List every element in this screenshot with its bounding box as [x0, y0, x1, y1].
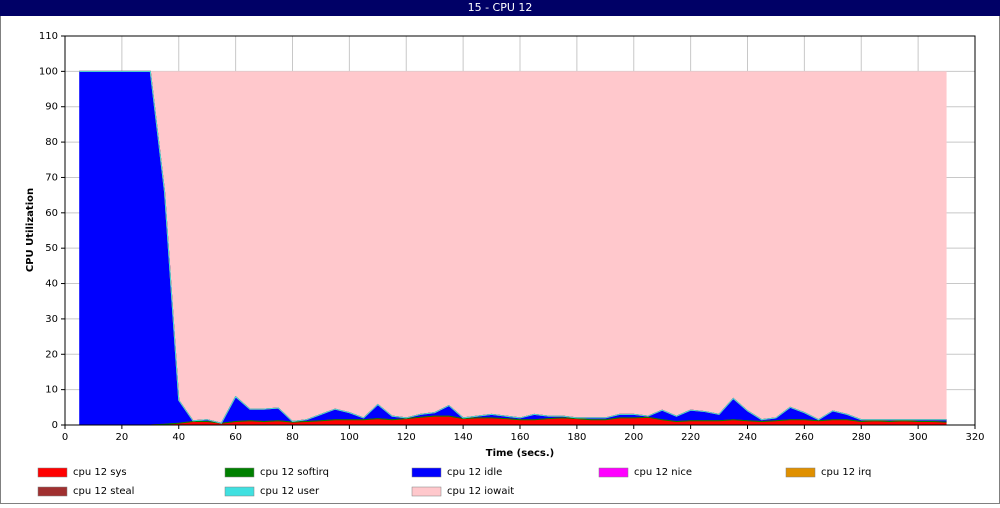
y-tick-label: 10: [45, 385, 58, 396]
legend-label: cpu 12 idle: [447, 467, 502, 478]
chart-title: 15 - CPU 12: [468, 1, 533, 14]
y-tick-label: 110: [39, 31, 58, 42]
x-tick-label: 260: [795, 432, 814, 443]
legend-swatch: [411, 467, 442, 478]
x-axis-label: Time (secs.): [486, 448, 555, 459]
legend-swatch: [224, 486, 255, 497]
x-tick-label: 280: [852, 432, 871, 443]
area: [79, 71, 947, 425]
y-tick-label: 60: [45, 208, 58, 219]
legend-label: cpu 12 iowait: [447, 486, 514, 497]
y-tick-label: 70: [45, 172, 58, 183]
legend-label: cpu 12 softirq: [260, 467, 329, 478]
y-tick-label: 40: [45, 279, 58, 290]
area-edge: [79, 70, 947, 424]
legend-label: cpu 12 nice: [634, 467, 692, 478]
x-tick-label: 100: [340, 432, 359, 443]
x-tick-label: 40: [172, 432, 185, 443]
y-axis-label: CPU Utilization: [25, 188, 36, 272]
y-tick-label: 80: [45, 137, 58, 148]
x-tick-label: 140: [454, 432, 473, 443]
x-tick-label: 80: [286, 432, 299, 443]
x-tick-label: 20: [116, 432, 129, 443]
y-tick-label: 50: [45, 243, 58, 254]
x-tick-label: 60: [229, 432, 242, 443]
area-edge: [79, 415, 947, 426]
y-tick-label: 0: [52, 420, 58, 431]
legend-label: cpu 12 irq: [821, 467, 871, 478]
legend-swatch: [598, 467, 629, 478]
title-bar: [0, 0, 1000, 16]
area: [79, 416, 947, 425]
legend-label: cpu 12 steal: [73, 486, 134, 497]
legend-swatch: [37, 467, 68, 478]
plot-border: [64, 35, 976, 426]
y-tick-label: 30: [45, 314, 58, 325]
legend-swatch: [224, 467, 255, 478]
y-tick-label: 20: [45, 349, 58, 360]
legend-label: cpu 12 sys: [73, 467, 127, 478]
y-tick-label: 100: [39, 66, 58, 77]
x-tick-label: 240: [738, 432, 757, 443]
legend-swatch: [37, 486, 68, 497]
x-tick-label: 300: [909, 432, 928, 443]
x-tick-label: 0: [62, 432, 68, 443]
legend-swatch: [411, 486, 442, 497]
x-tick-label: 120: [397, 432, 416, 443]
legend-label: cpu 12 user: [260, 486, 320, 497]
x-tick-label: 320: [965, 432, 984, 443]
x-tick-label: 220: [681, 432, 700, 443]
y-tick-label: 90: [45, 102, 58, 113]
area: [79, 71, 947, 424]
x-tick-label: 160: [510, 432, 529, 443]
x-tick-label: 200: [624, 432, 643, 443]
x-tick-label: 180: [567, 432, 586, 443]
legend-swatch: [785, 467, 816, 478]
